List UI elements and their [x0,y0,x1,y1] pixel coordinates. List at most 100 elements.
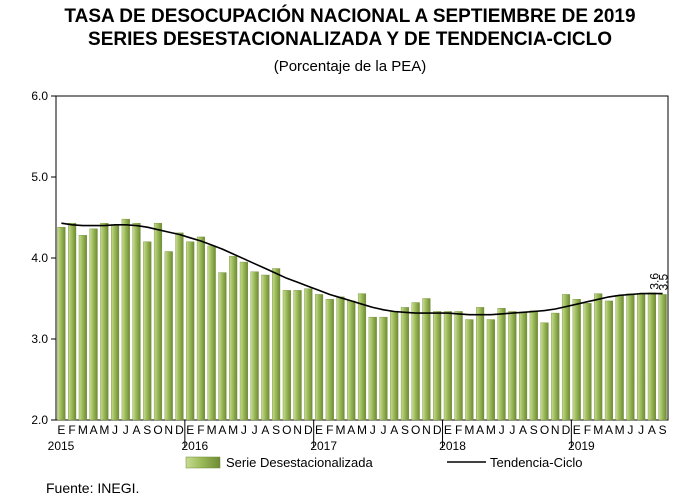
chart-unit: (Porcentaje de la PEA) [273,58,427,75]
y-tick-label: 5.0 [31,170,48,184]
bar [153,222,163,421]
bar [143,241,152,421]
bar [486,319,495,421]
x-tick-label: F [326,423,333,437]
bar [368,316,377,421]
x-tick-label: M [228,423,238,437]
bar [443,311,452,421]
bar [540,322,549,421]
x-tick-label: M [464,423,474,437]
chart-title: TASA DE DESOCUPACIÓN NACIONAL A SEPTIEMB… [64,6,636,27]
x-tick-label: N [164,423,173,437]
legend: Serie Desestacionalizada Tendencia-Ciclo [185,455,583,470]
x-tick-label: J [638,423,644,437]
bar [647,292,656,421]
x-tick-label: E [57,423,65,437]
x-tick-label: E [186,423,194,437]
bar [583,303,592,421]
bar [282,290,291,421]
bar [68,222,77,421]
year-label: 2017 [310,439,337,453]
x-tick-label: D [304,423,313,437]
year-label: 2019 [568,439,595,453]
x-tick-label: D [175,423,184,437]
bar [379,316,388,421]
x-tick-label: S [143,423,151,437]
bar [250,271,259,421]
bar [626,293,635,421]
bar [57,227,66,421]
trend-line [61,222,663,316]
bar [433,311,442,421]
bar [572,299,581,421]
x-tick-label: A [476,423,484,437]
x-tick-label: M [336,423,346,437]
legend-swatch-bars [185,456,221,469]
x-tick-label: J [252,423,258,437]
bar [658,294,667,421]
bar [561,294,571,421]
bar [637,293,646,421]
bar [422,298,431,421]
x-tick-label: E [573,423,581,437]
bar [476,307,485,421]
bar [261,274,270,421]
bar [357,293,367,421]
x-tick-label: S [401,423,409,437]
bar [229,256,238,421]
y-tick-label: 3.0 [31,332,48,346]
bar [594,293,603,421]
x-tick-label: J [241,423,247,437]
x-tick-label: N [293,423,302,437]
x-tick-label: J [499,423,505,437]
bar [175,232,184,421]
year-label: 2016 [181,439,208,453]
bar [497,308,506,421]
source-note: Fuente: INEGI. [46,480,140,496]
x-tick-label: D [433,423,442,437]
bar [411,302,420,421]
bar [293,290,302,421]
x-tick-label: J [370,423,376,437]
bar [551,312,560,421]
x-tick-label: A [218,423,226,437]
x-tick-label: N [422,423,431,437]
x-tick-label: S [530,423,538,437]
bar [89,228,98,421]
x-tick-label: M [615,423,625,437]
legend-label-bars: Serie Desestacionalizada [226,455,373,470]
x-tick-label: E [444,423,452,437]
data-labels: 3.63.5 [648,273,671,291]
bar [336,296,345,421]
x-tick-label: J [123,423,129,437]
x-tick-label: A [90,423,98,437]
bar [218,272,227,421]
bar [110,225,120,421]
trend-series [61,222,663,316]
bar [304,288,313,421]
x-tick-label: F [68,423,75,437]
x-tick-label: M [486,423,496,437]
x-tick-label: J [627,423,633,437]
bar [508,311,517,421]
bar [100,222,109,421]
legend-label-trend: Tendencia-Ciclo [490,455,583,470]
bar-series [57,218,667,421]
bar [121,218,130,421]
x-tick-label: A [261,423,269,437]
bar [164,251,173,421]
x-tick-label: M [357,423,367,437]
data-label: 3.6 [648,273,662,290]
bar [465,319,474,421]
bar [239,261,248,421]
x-tick-label: F [455,423,462,437]
x-tick-label: J [509,423,515,437]
bar [314,294,324,421]
x-tick-label: A [347,423,355,437]
x-tick-label: S [272,423,280,437]
x-tick-label: D [562,423,571,437]
x-tick-label: J [112,423,118,437]
x-tick-label: A [133,423,141,437]
